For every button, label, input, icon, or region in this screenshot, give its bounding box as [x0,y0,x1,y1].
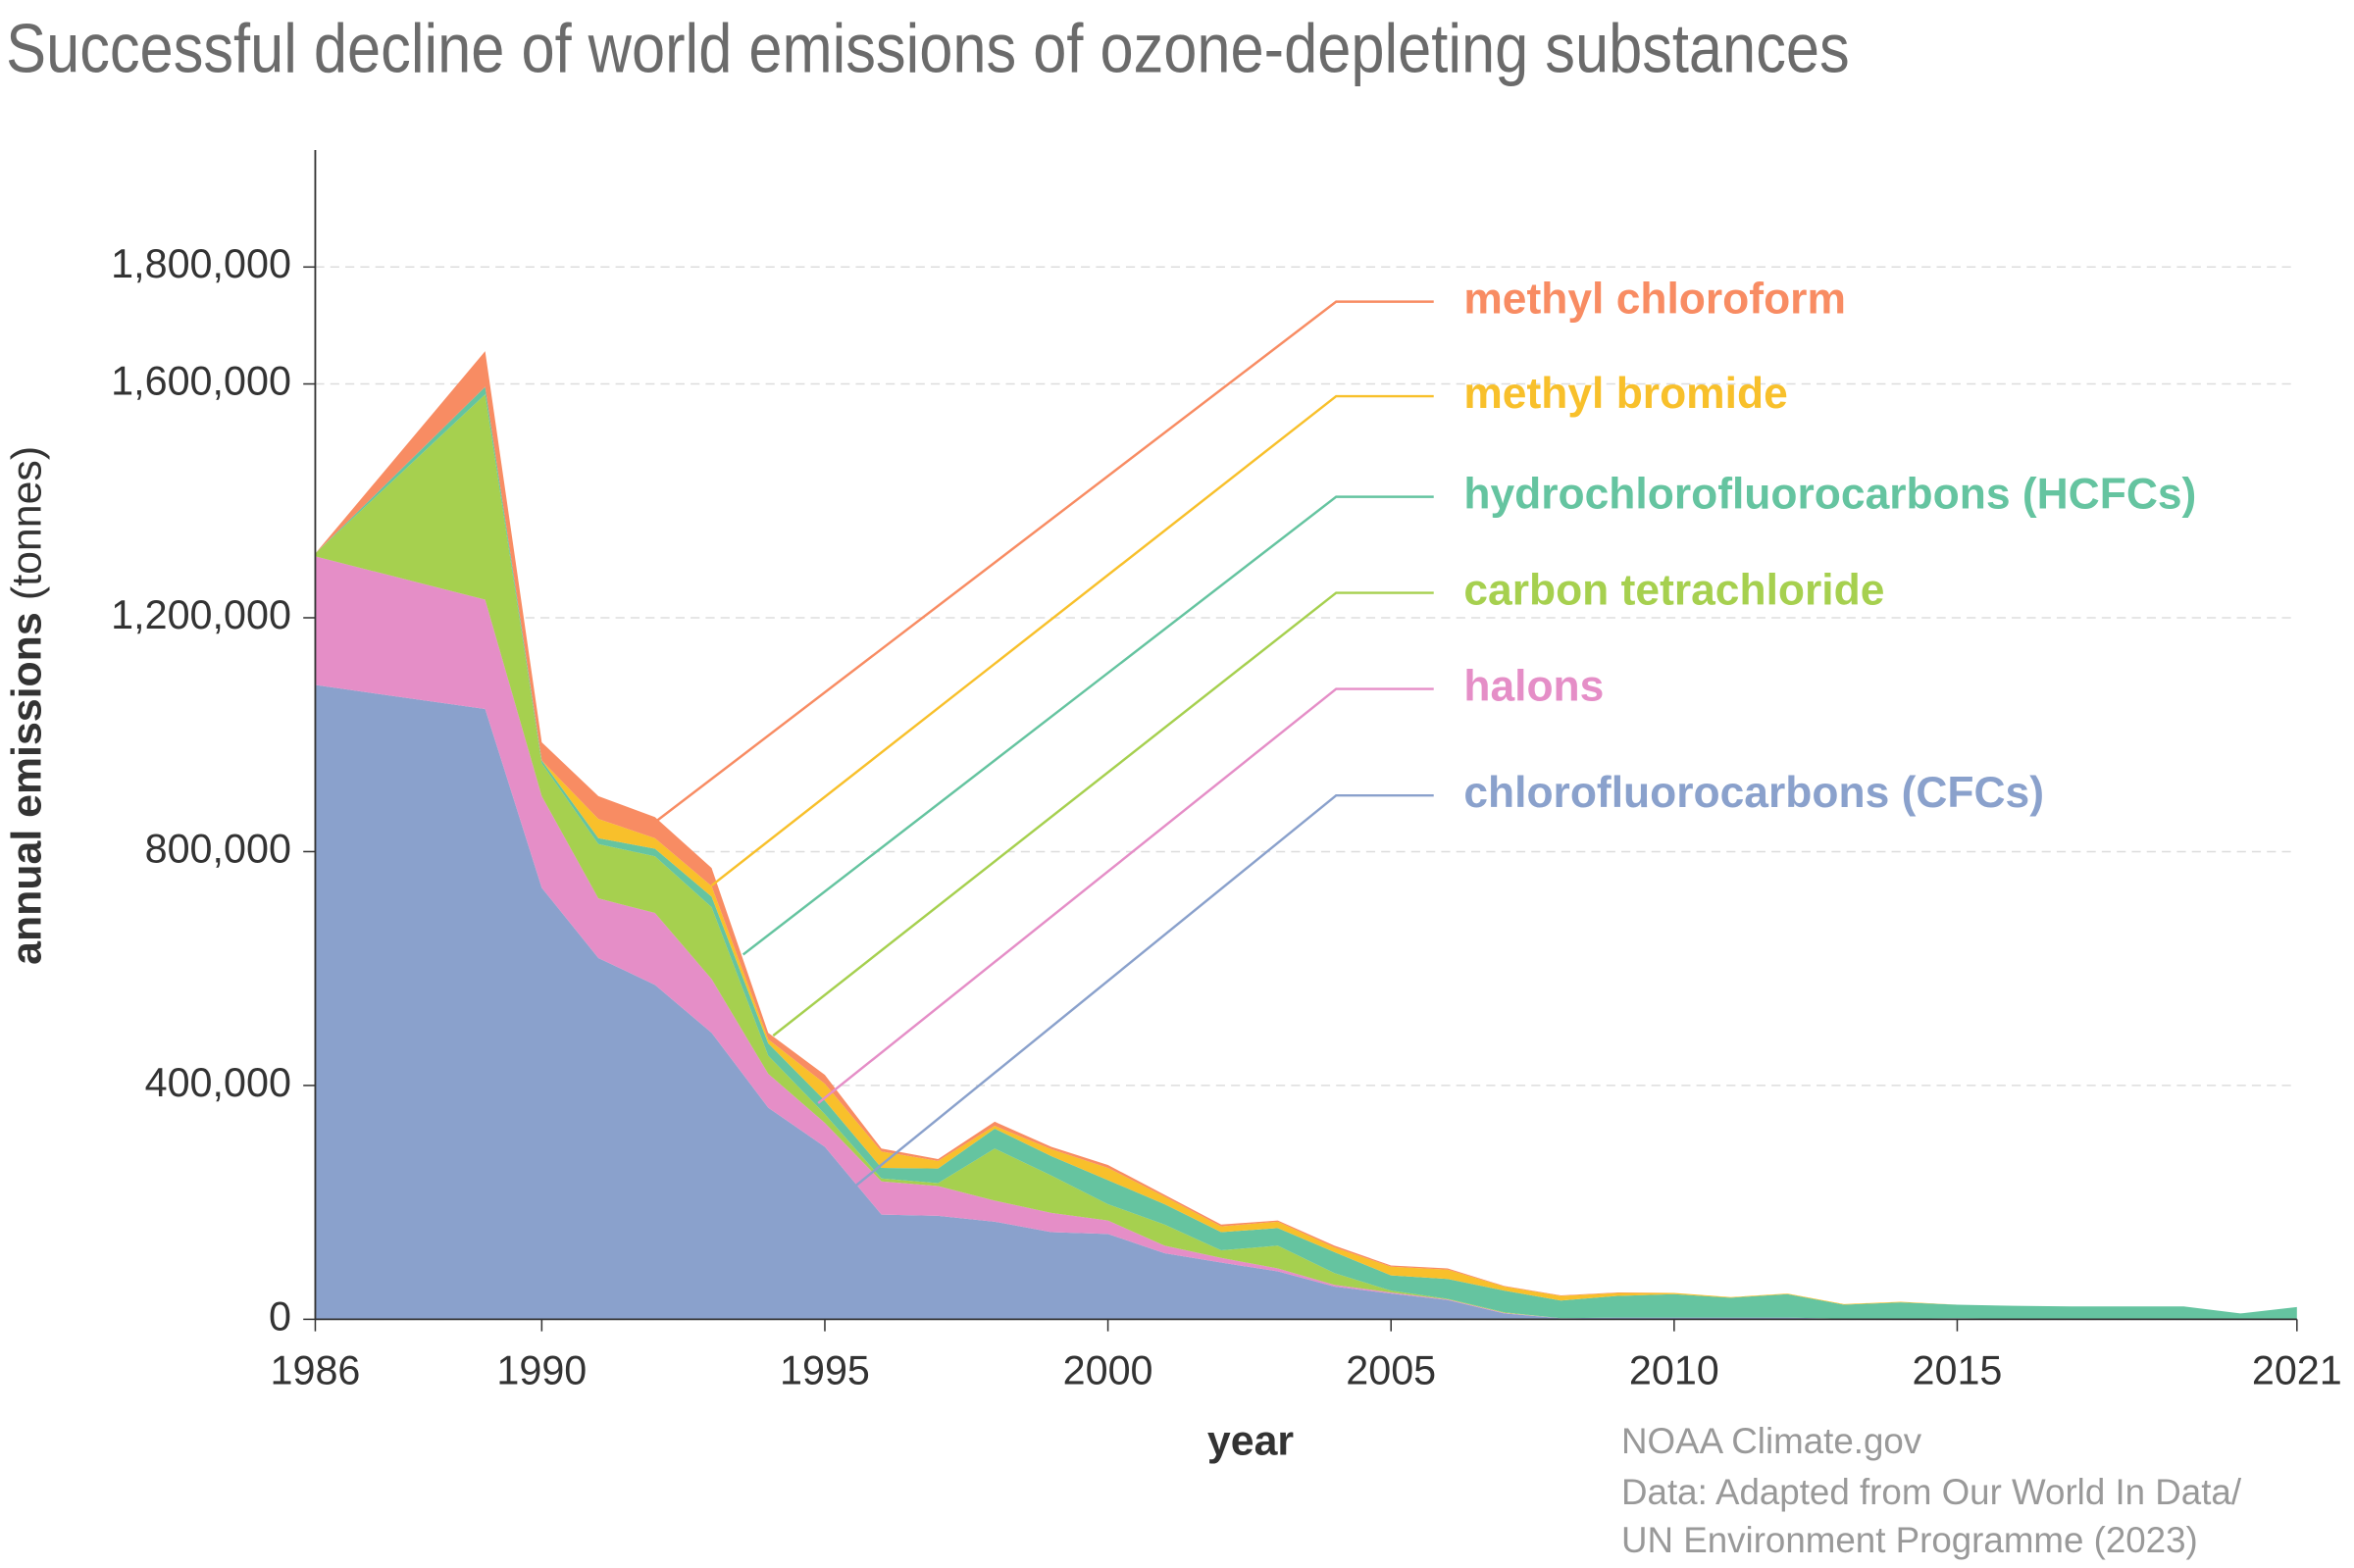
leader-line [653,300,1434,824]
y-axis-label: annual emissions (tonnes) [4,446,51,965]
leader-line [742,495,1434,956]
legend-label: chlorofluorocarbons (CFCs) [1463,769,2044,817]
y-tick-label: 1,200,000 [111,592,291,637]
x-tick-label: 2010 [1629,1347,1719,1392]
chart-title: Successful decline of world emissions of… [6,10,1850,87]
y-tick-label: 1,600,000 [111,358,291,403]
x-tick-label: 2021 [2252,1347,2342,1392]
area [315,386,2297,1314]
legend-label: carbon tetrachloride [1463,566,1884,614]
x-tick-label: 2015 [1913,1347,2003,1392]
y-axis-label-main: annual emissions [4,612,51,965]
legend-label: methyl chloroform [1463,275,1846,323]
x-axis-label: year [1207,1418,1294,1465]
x-tick-label: 1995 [780,1347,870,1392]
x-tick-label: 2005 [1346,1347,1436,1392]
y-tick-label: 1,800,000 [111,241,291,286]
x-tick-label: 1986 [270,1347,360,1392]
y-tick-label: 0 [269,1293,291,1339]
leader-line [772,591,1434,1037]
x-tick-label: 1990 [496,1347,587,1392]
legend-label: methyl bromide [1463,370,1787,418]
x-tick-label: 2000 [1063,1347,1153,1392]
leader-line [710,394,1434,887]
legend-label: halons [1463,662,1604,710]
y-tick-label: 400,000 [145,1060,291,1105]
source-note: UN Environment Programme (2023) [1621,1520,2198,1560]
source-note: NOAA Climate.gov [1621,1421,1922,1461]
source-note: Data: Adapted from Our World In Data/ [1621,1472,2242,1512]
legend-label: hydrochlorofluorocarbons (HCFCs) [1463,470,2196,518]
y-tick-label: 800,000 [145,826,291,871]
area [315,684,2297,1320]
leader-line [817,687,1434,1104]
y-axis-label-unit: (tonnes) [4,446,51,600]
area [315,556,2297,1319]
leader-line [854,793,1434,1188]
